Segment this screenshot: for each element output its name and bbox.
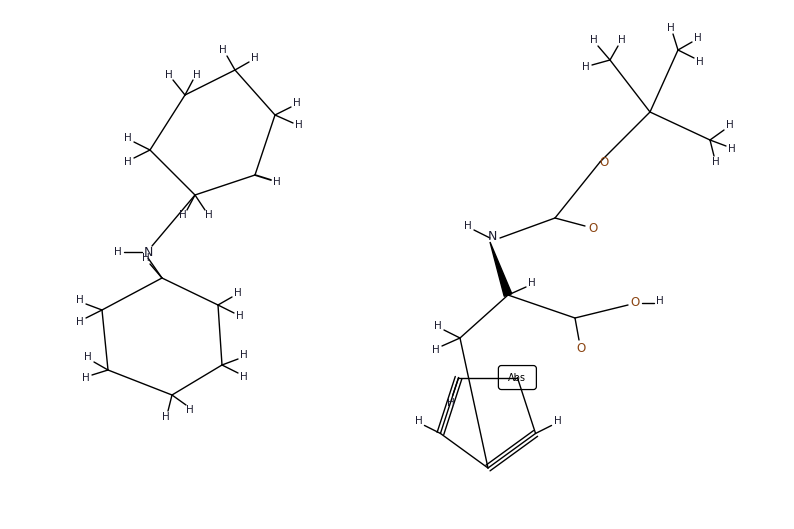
Text: H: H — [82, 373, 90, 383]
Text: H: H — [251, 53, 259, 63]
Text: H: H — [434, 321, 442, 331]
Text: H: H — [590, 35, 598, 45]
Text: O: O — [576, 342, 586, 354]
Text: H: H — [193, 70, 201, 80]
Text: H: H — [179, 210, 187, 220]
Text: H: H — [582, 62, 590, 72]
Text: H: H — [84, 352, 92, 362]
Text: H: H — [114, 247, 121, 257]
Text: H: H — [553, 416, 561, 426]
Text: H: H — [696, 57, 703, 67]
Text: H: H — [694, 33, 702, 43]
Text: H: H — [273, 177, 281, 187]
Polygon shape — [490, 242, 512, 296]
Text: H: H — [240, 372, 248, 382]
Text: H: H — [727, 120, 734, 130]
Text: H: H — [124, 133, 132, 143]
Text: H: H — [728, 144, 736, 154]
Text: H: H — [219, 45, 227, 55]
Text: H: H — [464, 221, 472, 231]
Text: H: H — [618, 35, 626, 45]
FancyBboxPatch shape — [499, 366, 537, 389]
Text: H: H — [667, 23, 675, 33]
Text: H: H — [447, 398, 454, 407]
Text: H: H — [295, 120, 303, 130]
Text: N: N — [488, 230, 497, 242]
Text: O: O — [588, 222, 598, 234]
Text: H: H — [236, 311, 244, 321]
Text: H: H — [656, 296, 664, 306]
Text: H: H — [124, 157, 132, 167]
Text: H: H — [76, 295, 84, 305]
Text: H: H — [186, 405, 194, 415]
Text: H: H — [414, 416, 422, 426]
Text: H: H — [234, 288, 242, 298]
Text: H: H — [528, 278, 536, 288]
Text: H: H — [142, 253, 150, 263]
Text: H: H — [205, 210, 213, 220]
Text: H: H — [76, 317, 84, 327]
Text: H: H — [432, 345, 440, 355]
Text: H: H — [240, 350, 248, 360]
Text: H: H — [165, 70, 173, 80]
Text: H: H — [162, 412, 170, 422]
Text: H: H — [293, 98, 301, 108]
Text: O: O — [599, 156, 609, 169]
Text: N: N — [143, 245, 152, 259]
Text: H: H — [712, 157, 720, 167]
Text: Abs: Abs — [508, 372, 526, 382]
Text: O: O — [630, 296, 640, 309]
